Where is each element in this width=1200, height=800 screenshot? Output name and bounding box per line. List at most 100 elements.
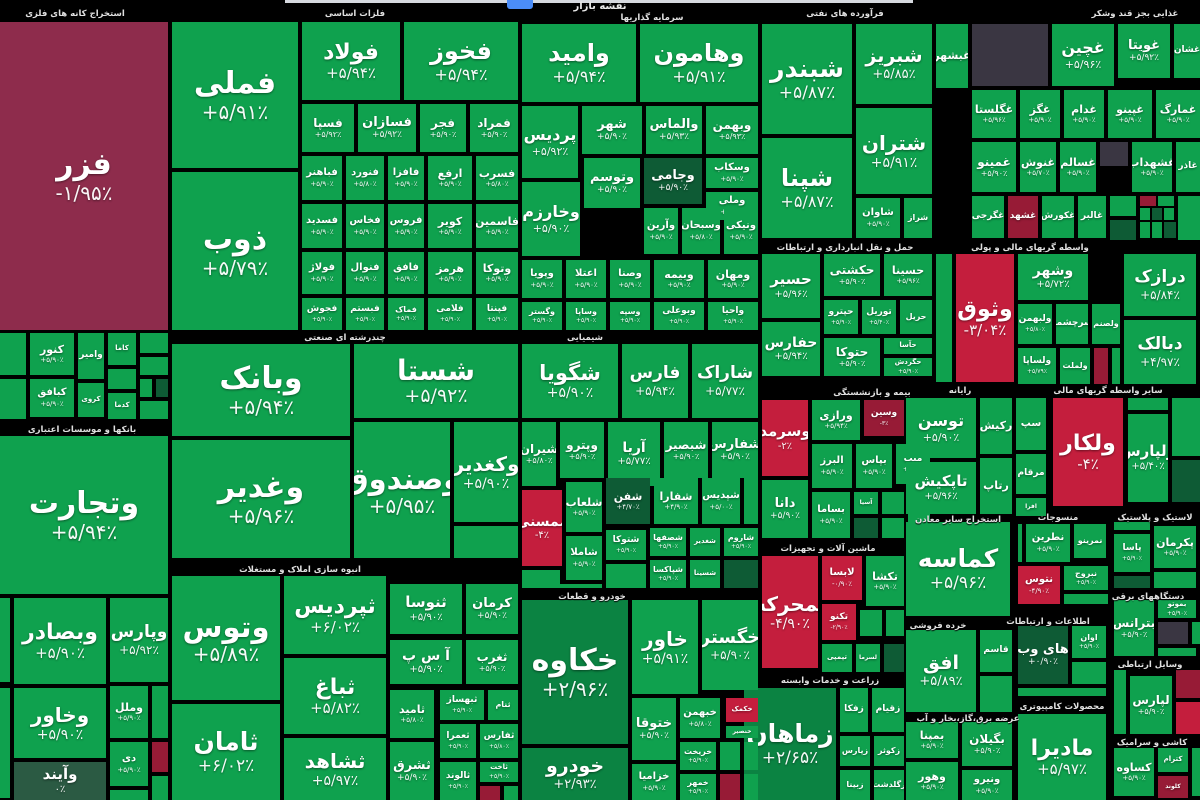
stock-tile[interactable]: ثالوند +۵/۹۰٪ — [440, 762, 476, 800]
stock-tile[interactable]: فجر +۵/۹۰٪ — [420, 104, 466, 152]
stock-tile[interactable] — [1164, 208, 1174, 220]
stock-tile[interactable]: غگلستا +۵/۹۶٪ — [972, 90, 1016, 138]
stock-tile[interactable]: ثبهساز +۵/۹۰٪ — [440, 690, 484, 720]
stock-tile[interactable]: خاور +۵/۹۱٪ — [632, 600, 698, 694]
stock-tile[interactable]: فسپا +۵/۹۲٪ — [302, 104, 354, 152]
stock-tile[interactable]: البرز +۵/۹۰٪ — [812, 444, 852, 488]
stock-tile[interactable]: بپاس +۵/۹۰٪ — [856, 444, 892, 488]
stock-tile[interactable]: غاذر — [1176, 142, 1200, 192]
stock-tile[interactable] — [156, 379, 168, 397]
stock-tile[interactable]: وپارس +۵/۹۲٪ — [110, 598, 168, 682]
stock-tile[interactable]: وبصادر +۵/۹۰٪ — [14, 598, 106, 684]
stock-tile[interactable]: ثعمرا +۵/۹۰٪ — [440, 724, 476, 758]
stock-tile[interactable]: افق +۵/۸۹٪ — [906, 630, 976, 712]
stock-tile[interactable]: کساوه +۵/۹۰٪ — [1114, 748, 1154, 796]
stock-tile[interactable]: ثنام — [488, 690, 518, 720]
stock-tile[interactable] — [1140, 196, 1156, 206]
stock-tile[interactable]: وامیر — [78, 333, 104, 379]
stock-tile[interactable]: توریل +۵/۴۰٪ — [862, 300, 896, 334]
stock-tile[interactable]: ونیرو +۵/۹۰٪ — [962, 770, 1012, 800]
stock-tile[interactable] — [1114, 576, 1150, 588]
stock-tile[interactable] — [1154, 572, 1196, 588]
stock-tile[interactable]: خکمک — [726, 698, 758, 722]
stock-tile[interactable]: فخوز +۵/۹۴٪ — [404, 22, 518, 100]
stock-tile[interactable] — [1192, 748, 1200, 796]
stock-tile[interactable]: قاسم — [980, 630, 1012, 672]
stock-tile[interactable]: خزامیا +۵/۹۰٪ — [632, 764, 676, 800]
stock-tile[interactable]: غشهداب +۵/۹۰٪ — [1132, 142, 1172, 192]
stock-tile[interactable] — [454, 526, 518, 558]
stock-tile[interactable] — [1064, 594, 1108, 604]
stock-tile[interactable]: سپ — [1016, 398, 1046, 450]
stock-tile[interactable] — [504, 786, 518, 800]
stock-tile[interactable]: وثوق -۳/۰۴٪ — [956, 254, 1014, 382]
stock-tile[interactable]: ورازی +۵/۹۴٪ — [812, 400, 860, 440]
stock-tile[interactable]: مادیرا +۵/۹۷٪ — [1018, 714, 1106, 800]
stock-tile[interactable]: حگردش +۵/۹۰٪ — [884, 358, 932, 376]
stock-tile[interactable]: بترانس +۵/۹۰٪ — [1114, 600, 1154, 656]
stock-tile[interactable]: کنور +۵/۹۰٪ — [30, 333, 74, 375]
stock-tile[interactable]: خریخت +۵/۹۰٪ — [680, 742, 716, 770]
stock-tile[interactable] — [522, 570, 560, 588]
stock-tile[interactable] — [1158, 648, 1196, 656]
stock-tile[interactable]: غشان — [1174, 24, 1200, 78]
stock-tile[interactable]: شهر +۵/۹۰٪ — [582, 106, 642, 154]
stock-tile[interactable]: زپارس — [840, 736, 870, 766]
stock-tile[interactable]: زقیام — [872, 688, 904, 732]
stock-tile[interactable]: شگویا +۵/۹۰٪ — [522, 344, 618, 418]
stock-tile[interactable]: ولکار -۴٪ — [1053, 398, 1123, 506]
stock-tile[interactable]: کترام — [1158, 748, 1188, 772]
stock-tile[interactable]: فماک +۵/۹۰٪ — [388, 298, 424, 330]
stock-tile[interactable]: شلعاب +۵/۹۰٪ — [566, 482, 602, 532]
stock-tile[interactable]: وغدیر +۵/۹۶٪ — [172, 440, 350, 558]
stock-tile[interactable]: ثامید +۵/۸۰٪ — [390, 690, 434, 738]
stock-tile[interactable]: کرمان +۵/۹۰٪ — [466, 584, 518, 634]
stock-tile[interactable]: زبینا — [840, 770, 870, 800]
stock-tile[interactable]: ختوقا +۵/۹۰٪ — [632, 698, 676, 760]
stock-tile[interactable]: شفارس +۵/۹۰٪ — [712, 422, 758, 478]
stock-tile[interactable] — [152, 776, 168, 800]
stock-tile[interactable] — [720, 742, 740, 770]
stock-tile[interactable]: شبصیر +۵/۹۰٪ — [664, 422, 708, 478]
stock-tile[interactable] — [854, 518, 878, 538]
stock-tile[interactable]: شیران +۵/۸۰٪ — [522, 422, 556, 486]
stock-tile[interactable]: نمحرکه-۴/۹۰٪ — [762, 556, 818, 668]
stock-tile[interactable]: وجامی +۵/۹۰٪ — [644, 158, 702, 204]
stock-tile[interactable]: فولاژ +۵/۹۰٪ — [302, 252, 342, 294]
stock-tile[interactable]: ولساپا +۵/۷۹٪ — [1018, 348, 1056, 384]
stock-tile[interactable] — [1178, 196, 1200, 240]
stock-tile[interactable]: شغدیر — [690, 528, 720, 556]
stock-tile[interactable] — [560, 584, 602, 588]
stock-tile[interactable]: آریا +۵/۷۷٪ — [608, 422, 660, 486]
stock-tile[interactable]: ثشاهد +۵/۹۷٪ — [284, 738, 386, 800]
stock-tile[interactable]: زکوثر — [874, 736, 904, 766]
stock-tile[interactable] — [1110, 196, 1136, 216]
stock-tile[interactable] — [860, 610, 882, 636]
stock-tile[interactable] — [140, 357, 168, 375]
stock-tile[interactable]: نمرینو — [1074, 524, 1106, 558]
stock-tile[interactable]: ولپارس+۵/۴۰٪ — [1128, 414, 1168, 502]
stock-tile[interactable]: شاوان +۵/۹۰٪ — [856, 198, 900, 238]
stock-tile[interactable]: شفن +۴/۷۰٪ — [606, 478, 650, 524]
stock-tile[interactable] — [1176, 670, 1200, 698]
stock-tile[interactable]: تکشا +۵/۹۰٪ — [866, 556, 904, 606]
stock-tile[interactable]: شبریز +۵/۸۵٪ — [856, 24, 932, 104]
stock-tile[interactable]: فملی +۵/۹۱٪ — [172, 22, 298, 168]
stock-tile[interactable] — [972, 24, 1048, 86]
stock-tile[interactable]: نبروج +۵/۹۰٪ — [1064, 566, 1108, 590]
stock-tile[interactable] — [1128, 398, 1168, 410]
stock-tile[interactable]: وخارزم +۵/۹۰٪ — [522, 182, 580, 256]
stock-tile[interactable] — [480, 786, 500, 800]
stock-tile[interactable]: وشهر +۵/۷۲٪ — [1018, 254, 1088, 300]
stock-tile[interactable]: غمارگ +۵/۹۰٪ — [1156, 90, 1200, 138]
stock-tile[interactable]: پاسا +۵/۹۰٪ — [1114, 534, 1150, 572]
stock-tile[interactable]: لسرما — [856, 644, 880, 672]
stock-tile[interactable] — [1114, 670, 1126, 734]
stock-tile[interactable]: زفکا — [840, 688, 868, 732]
stock-tile[interactable] — [1152, 222, 1162, 238]
stock-tile[interactable]: ولبهمن +۵/۸۰٪ — [1018, 304, 1052, 344]
stock-tile[interactable] — [1172, 398, 1200, 456]
stock-tile[interactable] — [1140, 222, 1150, 238]
stock-tile[interactable] — [882, 492, 904, 514]
stock-tile[interactable]: واحیا +۵/۹۰٪ — [708, 302, 758, 330]
